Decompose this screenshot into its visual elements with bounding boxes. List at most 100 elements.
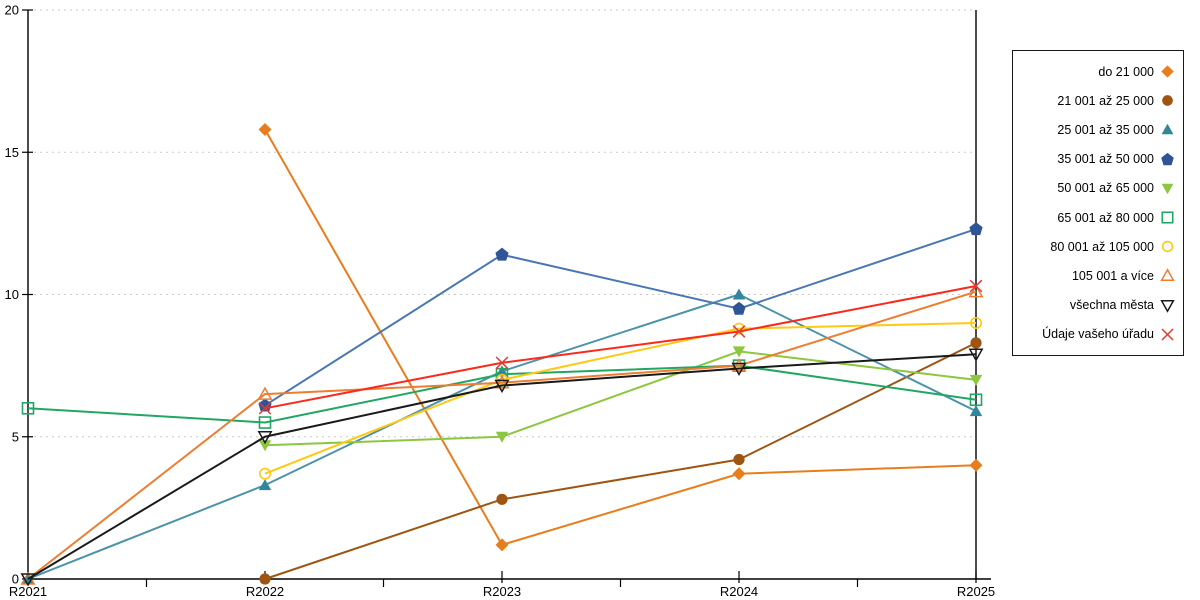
x-tick-label: R2022	[246, 584, 284, 599]
legend-label: 35 001 až 50 000	[1057, 152, 1154, 167]
point-21-001-a-25-000-R2023	[496, 493, 508, 505]
legend-marker-shape	[1161, 124, 1174, 135]
legend-item-v-echna-m-sta: všechna města	[1017, 292, 1175, 318]
series-line-105-001-a-v-ce	[27, 290, 977, 580]
series-line-v-echna-m-sta	[27, 353, 977, 580]
series-line-21-001-a-25-000	[264, 341, 977, 580]
y-tick-label: 0	[12, 572, 19, 587]
legend-marker-shape	[1161, 240, 1174, 253]
legend-item-80-001-a-105-000: 80 001 až 105 000	[1017, 234, 1175, 260]
legend-marker-shape	[1161, 328, 1174, 341]
legend-marker-shape	[1161, 152, 1174, 165]
point-daje-va-eho-adu-R2022	[258, 401, 272, 415]
pentagon-legend-marker-icon	[1161, 152, 1174, 165]
point-105-001-a-v-ce-R2023	[494, 375, 510, 389]
point-v-echna-m-sta-R2024	[731, 362, 747, 376]
point-21-001-a-25-000-R2024	[733, 453, 745, 466]
x-tick-label: R2023	[483, 584, 521, 599]
legend-item-35-001-a-50-000: 35 001 až 50 000	[1017, 146, 1175, 172]
point-daje-va-eho-adu-R2024	[732, 325, 746, 338]
point-35-001-a-50-000-R2024	[732, 301, 746, 315]
circle-open-legend-marker-icon	[1161, 240, 1174, 253]
point-do-21-000-R2025	[969, 458, 983, 472]
point-35-001-a-50-000-R2025	[969, 222, 983, 236]
point-do-21-000-R2023	[495, 538, 509, 552]
legend-item-50-001-a-65-000: 50 001 až 65 000	[1017, 175, 1175, 201]
triangle-up-legend-marker-icon	[1161, 124, 1174, 135]
point-105-001-a-v-ce-R2025	[968, 284, 984, 298]
legend-item-105-001-a-v-ce: 105 001 a více	[1017, 263, 1175, 289]
point-daje-va-eho-adu-R2025	[969, 279, 983, 293]
legend-label: 80 001 až 105 000	[1050, 239, 1154, 254]
point-25-001-a-35-000-R2025	[969, 405, 983, 417]
series-line-80-001-a-105-000	[264, 321, 977, 475]
y-tick-label: 10	[5, 287, 19, 302]
legend-item-daje-va-eho-adu: Údaje vašeho úřadu	[1017, 321, 1175, 347]
point-v-echna-m-sta-R2021	[20, 573, 36, 587]
series-line-35-001-a-50-000	[264, 228, 977, 407]
point-65-001-a-80-000-R2021	[21, 401, 35, 415]
legend: do 21 000 21 001 až 25 000 25 001 až 35 00…	[1012, 50, 1184, 356]
point-35-001-a-50-000-R2023	[495, 247, 509, 261]
point-25-001-a-35-000-R2024	[732, 288, 746, 300]
x-tick-label: R2021	[9, 584, 47, 599]
circle-legend-marker-icon	[1162, 95, 1173, 107]
point-25-001-a-35-000-R2022	[258, 479, 272, 491]
triangle-down-open-legend-marker-icon	[1160, 299, 1175, 313]
point-daje-va-eho-adu-R2023	[495, 356, 509, 370]
legend-marker-shape	[1161, 183, 1174, 195]
point-80-001-a-105-000-R2025	[969, 316, 982, 329]
series-105-001-a-v-ce	[20, 284, 984, 585]
x-tick-label: R2024	[720, 584, 758, 599]
point-21-001-a-25-000-R2022	[259, 573, 271, 585]
series-80-001-a-105-000	[258, 316, 982, 480]
triangle-down-legend-marker-icon	[1161, 183, 1174, 195]
series-do-21-000	[258, 122, 983, 552]
y-tick-label: 20	[5, 3, 19, 18]
series-50-001-a-65-000	[258, 346, 983, 452]
legend-label: 65 001 až 80 000	[1057, 210, 1154, 225]
point-v-echna-m-sta-R2022	[257, 431, 273, 445]
point-50-001-a-65-000-R2022	[258, 440, 272, 452]
point-65-001-a-80-000-R2025	[969, 393, 983, 407]
legend-label: všechna města	[1069, 298, 1154, 313]
point-50-001-a-65-000-R2025	[969, 374, 983, 386]
series-21-001-a-25-000	[259, 337, 982, 585]
legend-item-21-001-a-25-000: 21 001 až 25 000	[1017, 88, 1175, 114]
point-80-001-a-105-000-R2022	[258, 467, 271, 480]
diamond-legend-marker-icon	[1161, 65, 1174, 78]
series-line-do-21-000	[264, 128, 977, 547]
series-v-echna-m-sta	[20, 348, 984, 587]
point-35-001-a-50-000-R2022	[258, 398, 272, 412]
triangle-up-open-legend-marker-icon	[1160, 268, 1175, 282]
point-105-001-a-v-ce-R2024	[731, 358, 747, 372]
point-50-001-a-65-000-R2024	[732, 346, 746, 358]
series-line-50-001-a-65-000	[264, 350, 977, 447]
legend-label: 21 001 až 25 000	[1057, 93, 1154, 108]
series-35-001-a-50-000	[258, 222, 983, 412]
legend-marker-shape	[1161, 65, 1174, 78]
point-do-21-000-R2022	[258, 122, 272, 136]
legend-marker-shape	[1162, 95, 1173, 107]
point-do-21-000-R2024	[732, 467, 746, 481]
legend-marker-shape	[1160, 268, 1175, 282]
series-line-daje-va-eho-adu	[264, 284, 977, 410]
legend-label: Údaje vašeho úřadu	[1042, 327, 1154, 342]
legend-marker-shape	[1160, 299, 1175, 313]
point-50-001-a-65-000-R2023	[495, 431, 509, 443]
series-daje-va-eho-adu	[258, 279, 983, 415]
x-legend-marker-icon	[1161, 328, 1174, 341]
point-v-echna-m-sta-R2025	[968, 348, 984, 362]
legend-marker-shape	[1161, 211, 1174, 224]
point-65-001-a-80-000-R2022	[258, 416, 272, 429]
point-21-001-a-25-000-R2025	[970, 337, 982, 349]
legend-label: 50 001 až 65 000	[1057, 181, 1154, 196]
legend-item-do-21-000: do 21 000	[1017, 59, 1175, 85]
legend-label: 105 001 a více	[1071, 268, 1154, 283]
legend-label: do 21 000	[1098, 64, 1154, 79]
legend-label: 25 001 až 35 000	[1057, 122, 1154, 137]
square-open-legend-marker-icon	[1161, 211, 1174, 224]
x-tick-label: R2025	[957, 584, 995, 599]
